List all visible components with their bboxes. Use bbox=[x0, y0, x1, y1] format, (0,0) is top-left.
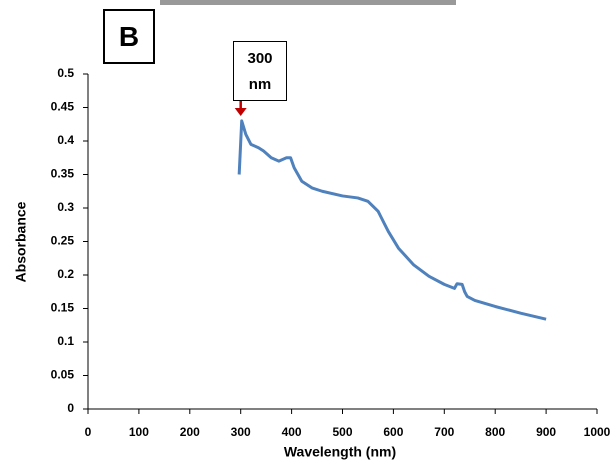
arrow-head bbox=[234, 108, 247, 116]
x-tick-label: 1000 bbox=[584, 425, 611, 439]
x-tick-label: 100 bbox=[129, 425, 149, 439]
y-tick-label: 0 bbox=[67, 401, 74, 415]
data-line bbox=[237, 119, 547, 321]
x-tick-label: 0 bbox=[85, 425, 92, 439]
y-tick-label: 0.05 bbox=[51, 368, 75, 382]
y-axis-title: Absorbance bbox=[13, 201, 29, 282]
x-tick-label: 600 bbox=[383, 425, 403, 439]
y-tick-label: 0.35 bbox=[51, 167, 75, 181]
x-tick-label: 900 bbox=[536, 425, 556, 439]
y-tick-label: 0.5 bbox=[57, 66, 74, 80]
y-tick-label: 0.3 bbox=[57, 200, 74, 214]
x-tick-label: 800 bbox=[485, 425, 505, 439]
y-tick-label: 0.1 bbox=[57, 334, 74, 348]
x-tick-label: 400 bbox=[282, 425, 302, 439]
x-tick-label: 200 bbox=[180, 425, 200, 439]
panel-label: B bbox=[103, 9, 155, 64]
x-tick-label: 700 bbox=[434, 425, 454, 439]
y-tick-label: 0.4 bbox=[57, 133, 74, 147]
annotation: 300 nm bbox=[233, 41, 287, 101]
y-tick-label: 0.25 bbox=[51, 234, 75, 248]
y-tick-label: 0.15 bbox=[51, 301, 75, 315]
y-tick-label: 0.45 bbox=[51, 100, 75, 114]
x-tick-label: 500 bbox=[332, 425, 352, 439]
x-axis-title: Wavelength (nm) bbox=[284, 444, 396, 460]
image-strip bbox=[160, 0, 456, 5]
y-tick-label: 0.2 bbox=[57, 267, 74, 281]
x-tick-label: 300 bbox=[231, 425, 251, 439]
